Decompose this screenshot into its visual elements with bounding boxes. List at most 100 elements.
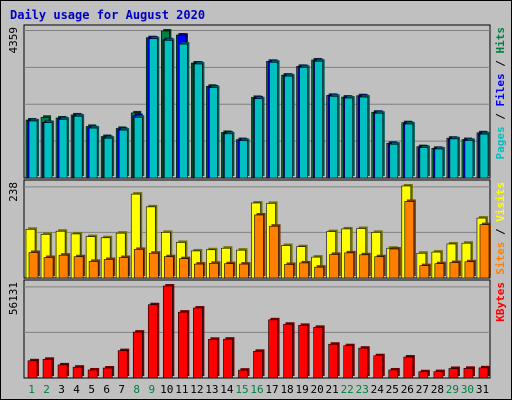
kbytes-bar bbox=[448, 368, 459, 379]
pages-bar bbox=[314, 61, 323, 179]
day-label: 31 bbox=[476, 383, 489, 396]
sites-bar bbox=[449, 262, 460, 279]
sites-bar bbox=[58, 254, 69, 279]
legend-top-1: / bbox=[494, 107, 507, 127]
sites-bar bbox=[359, 254, 370, 279]
pages-bar bbox=[329, 96, 338, 179]
day-label: 4 bbox=[73, 383, 80, 396]
panel-bot: 56131 KBytes bbox=[7, 279, 507, 379]
kbytes-bar bbox=[298, 325, 308, 379]
sites-bar bbox=[163, 256, 174, 279]
pages-bar bbox=[479, 133, 489, 179]
day-label: 21 bbox=[326, 383, 339, 396]
sites-bar bbox=[133, 249, 144, 279]
pages-bar bbox=[209, 87, 218, 179]
kbytes-bar bbox=[433, 371, 444, 379]
kbytes-bar bbox=[253, 350, 263, 379]
sites-bar bbox=[404, 201, 415, 279]
sites-bar bbox=[239, 263, 249, 279]
sites-bar bbox=[254, 214, 264, 279]
sites-bar bbox=[148, 252, 159, 279]
sites-bar bbox=[419, 265, 430, 279]
panel-top-max-label: 4359 bbox=[7, 27, 20, 54]
sites-bar bbox=[344, 252, 355, 279]
day-label: 16 bbox=[250, 383, 263, 396]
day-label: 18 bbox=[280, 383, 293, 396]
pages-bar bbox=[464, 140, 474, 179]
kbytes-bar bbox=[418, 371, 429, 379]
pages-bar bbox=[118, 129, 128, 179]
kbytes-bar bbox=[42, 359, 53, 379]
day-label: 13 bbox=[205, 383, 218, 396]
pages-bar bbox=[434, 148, 444, 179]
kbytes-bar bbox=[283, 323, 293, 379]
day-label: 14 bbox=[220, 383, 234, 396]
pages-bar bbox=[28, 120, 38, 179]
day-label: 9 bbox=[148, 383, 155, 396]
panel-bot-max-label: 56131 bbox=[7, 282, 20, 315]
pages-bar bbox=[344, 97, 354, 179]
kbytes-bar bbox=[72, 366, 83, 379]
day-label: 12 bbox=[190, 383, 203, 396]
day-label: 11 bbox=[175, 383, 188, 396]
panel-top: 4359 Pages / Files / Hits bbox=[7, 24, 507, 179]
sites-bar bbox=[194, 263, 204, 279]
kbytes-bar bbox=[208, 339, 218, 379]
legend-top-0: Pages bbox=[494, 126, 507, 159]
sites-bar bbox=[434, 263, 445, 279]
day-label: 15 bbox=[235, 383, 248, 396]
kbytes-bar bbox=[373, 355, 384, 379]
kbytes-bar bbox=[358, 347, 369, 379]
pages-bar bbox=[389, 143, 399, 179]
pages-bar bbox=[179, 43, 188, 179]
day-label: 28 bbox=[431, 383, 444, 396]
pages-bar bbox=[88, 127, 98, 179]
kbytes-bar bbox=[57, 364, 68, 379]
pages-bar bbox=[239, 140, 248, 179]
sites-bar bbox=[299, 262, 309, 279]
legend-top-2: Files bbox=[494, 73, 507, 106]
day-label: 5 bbox=[88, 383, 95, 396]
panel-mid: 238 Sites / Visits bbox=[7, 179, 507, 279]
panel-mid-max-label: 238 bbox=[7, 182, 20, 202]
sites-bar bbox=[464, 261, 475, 279]
pages-bar bbox=[224, 133, 233, 179]
pages-bar bbox=[148, 38, 158, 179]
day-label: 26 bbox=[401, 383, 414, 396]
legend-mid-1: / bbox=[494, 222, 507, 242]
kbytes-bar bbox=[388, 369, 399, 379]
sites-bar bbox=[118, 257, 129, 279]
sites-bar bbox=[209, 263, 219, 279]
pages-bar bbox=[374, 112, 384, 179]
day-label: 27 bbox=[416, 383, 429, 396]
day-label: 17 bbox=[265, 383, 278, 396]
day-label: 20 bbox=[311, 383, 324, 396]
kbytes-bar bbox=[223, 338, 233, 379]
pages-bar bbox=[163, 40, 173, 179]
kbytes-bar bbox=[147, 304, 158, 379]
kbytes-bar bbox=[268, 319, 278, 379]
day-label: 3 bbox=[58, 383, 65, 396]
sites-bar bbox=[479, 224, 490, 279]
pages-bar bbox=[103, 137, 113, 179]
legend-bot-0: KBytes bbox=[494, 282, 507, 322]
panel-bot-legend: KBytes bbox=[494, 282, 507, 322]
day-label: 29 bbox=[446, 383, 459, 396]
kbytes-bar bbox=[193, 307, 203, 379]
day-label: 10 bbox=[160, 383, 173, 396]
sites-bar bbox=[28, 252, 39, 279]
kbytes-bar bbox=[403, 356, 414, 379]
sites-bar bbox=[179, 258, 189, 279]
sites-bar bbox=[103, 259, 114, 279]
kbytes-bar bbox=[343, 345, 354, 379]
pages-bar bbox=[419, 147, 429, 179]
pages-bar bbox=[359, 96, 369, 179]
kbytes-bar bbox=[87, 369, 98, 379]
pages-bar bbox=[133, 116, 143, 179]
kbytes-bar bbox=[117, 350, 128, 379]
kbytes-bar bbox=[162, 285, 173, 379]
kbytes-bar bbox=[478, 367, 489, 379]
pages-bar bbox=[449, 138, 459, 179]
day-label: 2 bbox=[43, 383, 50, 396]
